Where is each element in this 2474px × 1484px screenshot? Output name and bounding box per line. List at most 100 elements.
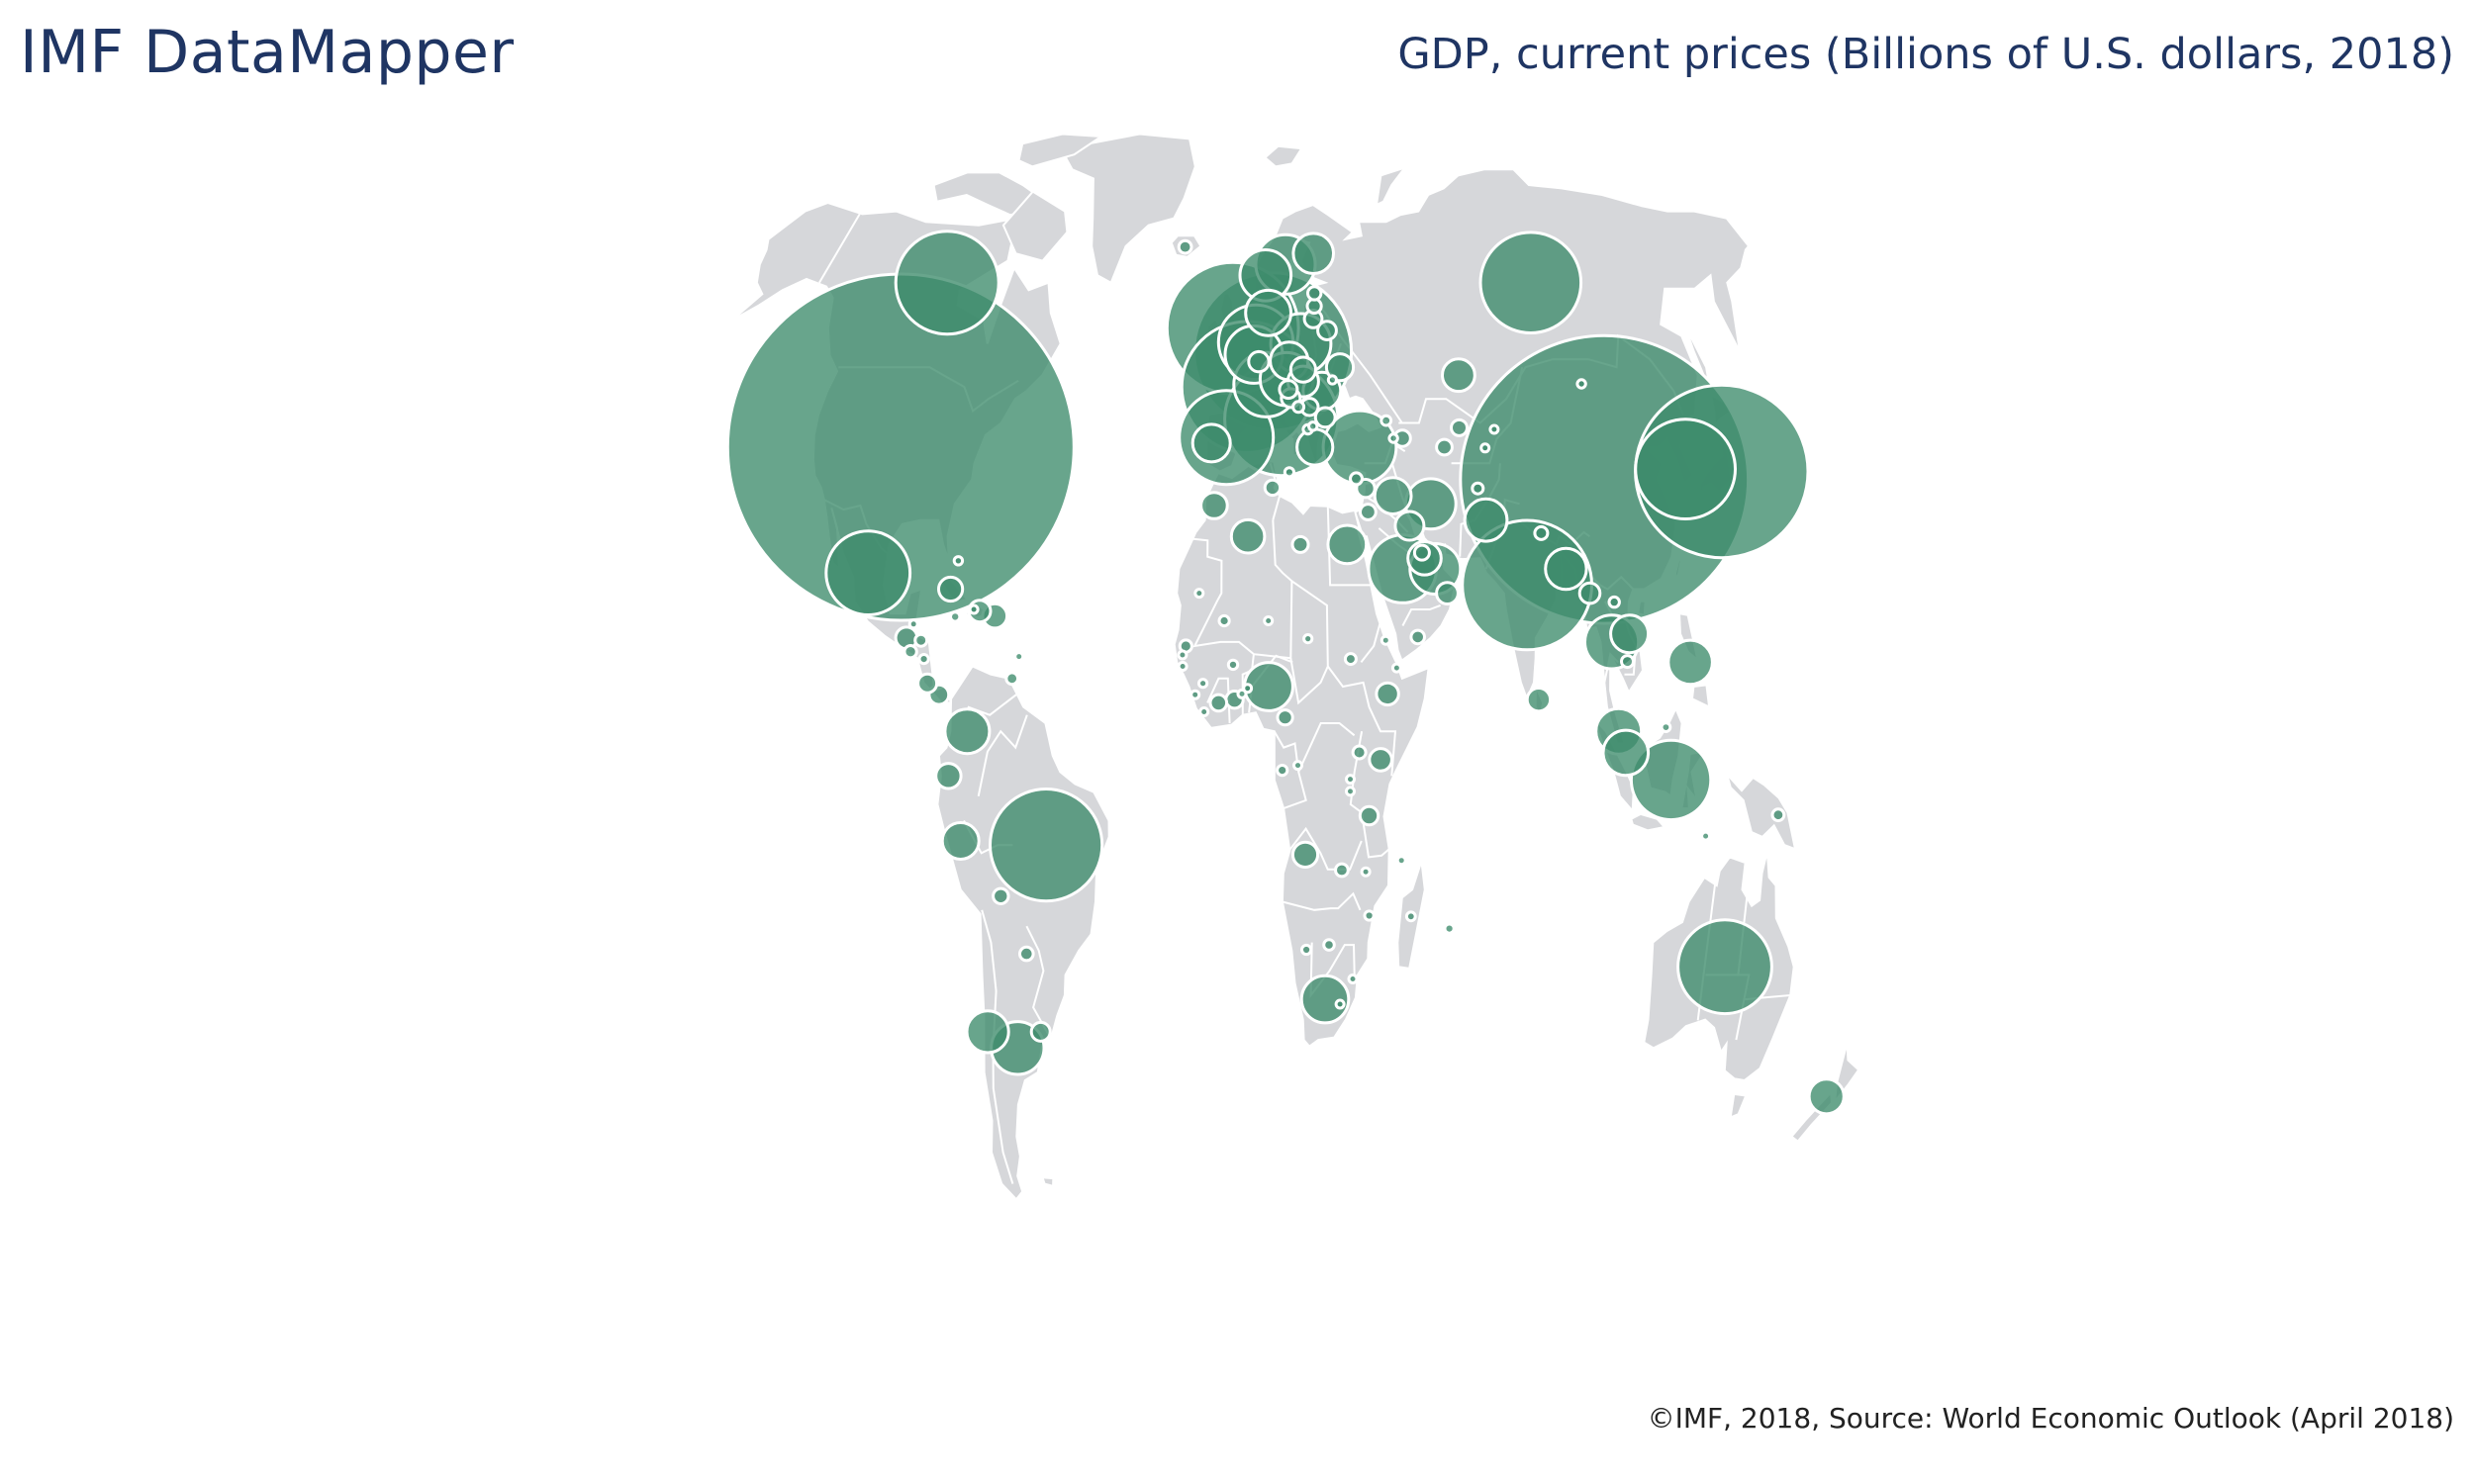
gdp-bubble-kazakhstan[interactable]: Kazakhstan — [1441, 357, 1476, 394]
gdp-bubble-vietnam[interactable]: Vietnam — [1609, 613, 1651, 655]
gdp-bubble-belarus[interactable]: Belarus — [1316, 320, 1338, 342]
gdp-bubble-papua-new-guinea[interactable]: Papua New Guinea — [1770, 807, 1786, 823]
gdp-bubble-finland[interactable]: Finland — [1291, 232, 1335, 276]
gdp-bubble-chile[interactable]: Chile — [965, 1009, 1010, 1055]
gdp-bubble-bangladesh[interactable]: Bangladesh — [1544, 546, 1588, 592]
gdp-bubble-ethiopia[interactable]: Ethiopia — [1375, 681, 1400, 707]
gdp-bubble-brazil[interactable]: Brazil — [989, 788, 1104, 903]
gdp-bubble-moldova[interactable]: Moldova — [1326, 374, 1339, 386]
gdp-bubble-kyrgyz-republic[interactable]: Kyrgyz Republic — [1488, 423, 1500, 435]
gdp-bubble-indonesia[interactable]: Indonesia — [1629, 738, 1713, 822]
gdp-bubble-sierra-leone[interactable]: Sierra Leone — [1189, 689, 1201, 700]
gdp-bubble-ukraine[interactable]: Ukraine — [1324, 352, 1356, 383]
gdp-bubble-armenia[interactable]: Armenia — [1387, 432, 1399, 444]
gdp-bubble-singapore[interactable]: Singapore — [1601, 728, 1651, 778]
gdp-bubble-kuwait[interactable]: Kuwait — [1393, 510, 1426, 542]
gdp-bubble-myanmar[interactable]: Myanmar — [1577, 581, 1602, 605]
gdp-bubble-malawi[interactable]: Malawi — [1360, 866, 1372, 878]
gdp-bubble-honduras[interactable]: Honduras — [913, 632, 929, 648]
gdp-bubble-rwanda[interactable]: Rwanda — [1345, 774, 1356, 786]
gdp-bubble-bahrain[interactable]: Bahrain — [1412, 543, 1431, 562]
gdp-bubble-turkmenistan[interactable]: Turkmenistan — [1435, 437, 1454, 457]
gdp-bubble-lesotho[interactable]: Lesotho — [1334, 998, 1346, 1010]
gdp-bubble-uganda[interactable]: Uganda — [1351, 744, 1368, 761]
gdp-bubble-pakistan[interactable]: Pakistan — [1463, 497, 1509, 543]
gdp-bubble-iceland[interactable]: Iceland — [1177, 238, 1193, 255]
gdp-bubble-afghanistan[interactable]: Afghanistan — [1471, 481, 1485, 496]
gdp-bubble-burundi[interactable]: Burundi — [1345, 786, 1356, 797]
gdp-bubble-nicaragua[interactable]: Nicaragua — [917, 653, 930, 666]
gdp-bubble-togo[interactable]: Togo — [1236, 688, 1248, 699]
gdp-bubble-north-macedonia[interactable]: North Macedonia — [1307, 420, 1319, 432]
gdp-bubble-mongolia[interactable]: Mongolia — [1575, 378, 1587, 390]
gdp-bubble-cyprus[interactable]: Cyprus — [1349, 471, 1364, 487]
gdp-bubble-mauritania[interactable]: Mauritania — [1193, 588, 1205, 600]
gdp-bubble-eswatini[interactable]: Eswatini — [1347, 974, 1359, 984]
gdp-bubble-cote-d-ivoire[interactable]: Cote d'Ivoire — [1208, 693, 1229, 713]
gdp-bubble-luxembourg[interactable]: Luxembourg — [1247, 349, 1271, 374]
gdp-bubble-bosnia-and-herzegovina[interactable]: Bosnia and Herzegovina — [1291, 400, 1306, 415]
gdp-bubble-libya[interactable]: Libya — [1290, 534, 1310, 554]
gdp-bubble-niger[interactable]: Niger — [1263, 615, 1275, 626]
gdp-bubble-jordan[interactable]: Jordan — [1359, 503, 1378, 521]
gdp-bubble-belize[interactable]: Belize — [907, 618, 919, 630]
gdp-bubble-canada[interactable]: Canada — [894, 230, 1000, 336]
gdp-bubble-morocco[interactable]: Morocco — [1199, 491, 1229, 520]
gdp-bubble-gambia[interactable]: Gambia — [1177, 649, 1189, 661]
gdp-bubble-georgia[interactable]: Georgia — [1380, 414, 1393, 427]
gdp-bubble-mauritius[interactable]: Mauritius — [1443, 922, 1456, 935]
gdp-bubble-mexico[interactable]: Mexico — [824, 529, 912, 616]
gdp-bubble-barbados[interactable]: Barbados — [1013, 651, 1025, 663]
gdp-bubble-tanzania[interactable]: Tanzania — [1358, 804, 1380, 827]
gdp-bubble-uzbekistan[interactable]: Uzbekistan — [1450, 417, 1469, 437]
gdp-bubble-kenya[interactable]: Kenya — [1368, 747, 1393, 773]
gdp-bubble-gabon[interactable]: Gabon — [1276, 764, 1289, 778]
gdp-bubble-congo[interactable]: Congo — [1292, 760, 1303, 772]
gdp-bubble-bahamas[interactable]: Bahamas — [952, 555, 965, 567]
gdp-bubble-russia[interactable]: Russia — [1478, 231, 1583, 335]
gdp-bubble-yemen[interactable]: Yemen — [1409, 628, 1426, 646]
gdp-bubble-sudan[interactable]: Sudan — [1343, 652, 1358, 667]
gdp-bubble-slovenia[interactable]: Slovenia — [1278, 379, 1299, 401]
gdp-bubble-new-zealand[interactable]: New Zealand — [1807, 1077, 1846, 1116]
gdp-bubble-guinea[interactable]: Guinea — [1197, 678, 1209, 690]
gdp-bubble-malta[interactable]: Malta — [1283, 466, 1296, 479]
gdp-bubble-estonia[interactable]: Estonia — [1306, 285, 1323, 302]
gdp-bubble-lao-p-d-r-[interactable]: Lao P.D.R. — [1607, 595, 1621, 609]
gdp-bubble-djibouti[interactable]: Djibouti — [1390, 662, 1402, 674]
gdp-bubble-portugal[interactable]: Portugal — [1190, 422, 1232, 464]
gdp-bubble-haiti[interactable]: Haiti — [968, 603, 980, 615]
gdp-bubble-algeria[interactable]: Algeria — [1229, 517, 1267, 555]
gdp-bubble-oman[interactable]: Oman — [1435, 581, 1460, 605]
gdp-bubble-greece[interactable]: Greece — [1295, 427, 1335, 467]
gdp-bubble-el-salvador[interactable]: El Salvador — [903, 644, 918, 660]
gdp-bubble-bulgaria[interactable]: Bulgaria — [1313, 406, 1337, 429]
gdp-bubble-slovak-republic[interactable]: Slovak Republic — [1288, 355, 1318, 384]
gdp-bubble-ecuador[interactable]: Ecuador — [934, 762, 963, 790]
gdp-bubble-colombia[interactable]: Colombia — [943, 707, 992, 756]
gdp-bubble-tunisia[interactable]: Tunisia — [1263, 478, 1283, 498]
gdp-bubble-brunei[interactable]: Brunei — [1660, 721, 1672, 733]
gdp-bubble-angola[interactable]: Angola — [1290, 840, 1320, 870]
gdp-bubble-namibia[interactable]: Namibia — [1300, 943, 1313, 957]
gdp-bubble-korea[interactable]: Korea — [1634, 417, 1737, 521]
gdp-bubble-guinea-bissau[interactable]: Guinea-Bissau — [1177, 661, 1189, 672]
gdp-bubble-madagascar[interactable]: Madagascar — [1404, 910, 1417, 923]
gdp-bubble-denmark[interactable]: Denmark — [1244, 288, 1292, 337]
gdp-bubble-cameroon[interactable]: Cameroon — [1276, 708, 1294, 727]
gdp-bubble-uruguay[interactable]: Uruguay — [1029, 1020, 1052, 1043]
gdp-bubble-paraguay[interactable]: Paraguay — [1018, 945, 1035, 963]
gdp-bubble-iraq[interactable]: Iraq — [1373, 476, 1413, 516]
gdp-bubble-comoros[interactable]: Comoros — [1395, 855, 1407, 867]
gdp-bubble-philippines[interactable]: Philippines — [1666, 638, 1714, 687]
gdp-bubble-egypt[interactable]: Egypt — [1326, 523, 1369, 566]
gdp-bubble-liberia[interactable]: Liberia — [1198, 706, 1210, 717]
gdp-bubble-timor-leste[interactable]: Timor-Leste — [1700, 830, 1712, 842]
gdp-bubble-costa-rica[interactable]: Costa Rica — [916, 672, 939, 695]
gdp-bubble-botswana[interactable]: Botswana — [1322, 938, 1336, 952]
gdp-bubble-cuba[interactable]: Cuba — [937, 575, 965, 603]
gdp-bubble-zambia[interactable]: Zambia — [1334, 862, 1350, 879]
gdp-bubble-burkina-faso[interactable]: Burkina Faso — [1226, 658, 1240, 672]
gdp-bubble-jamaica[interactable]: Jamaica — [949, 610, 962, 623]
gdp-bubble-trinidad-and-tobago[interactable]: Trinidad and Tobago — [1004, 671, 1020, 687]
